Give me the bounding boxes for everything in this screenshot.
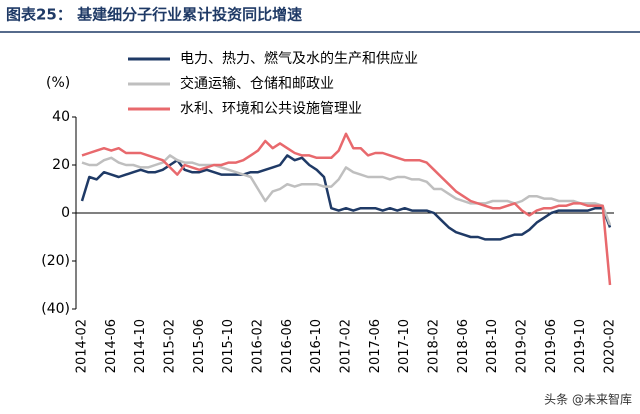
legend-label: 电力、热力、燃气及水的生产和供应业: [180, 50, 418, 67]
y-tick-label: (20): [41, 253, 70, 269]
x-tick-label: 2016-10: [309, 319, 324, 373]
legend-label: 交通运输、仓储和邮政业: [180, 75, 334, 92]
x-tick-label: 2015-02: [163, 319, 178, 373]
x-tick-label: 2016-06: [280, 319, 295, 373]
y-unit: (%): [46, 75, 70, 91]
x-tick-label: 2020-02: [603, 319, 618, 373]
x-tick-label: 2015-10: [221, 319, 236, 373]
x-tick-label: 2018-10: [485, 319, 500, 373]
line-series: [81, 132, 612, 286]
x-tick-label: 2019-06: [544, 319, 559, 373]
header-title: 图表25： 基建细分子行业累计投资同比增速: [6, 6, 302, 24]
x-tick-label: 2014-06: [104, 319, 119, 373]
line-series: [81, 154, 612, 226]
x-tick-label: 2018-06: [456, 319, 471, 373]
legend-label: 水利、环境和公共设施管理业: [180, 101, 362, 117]
x-tick-label: 2017-02: [339, 319, 354, 373]
x-tick-label: 2019-10: [573, 319, 588, 373]
x-tick-label: 2016-02: [251, 319, 266, 373]
x-tick-label: 2018-02: [427, 319, 442, 373]
x-tick-label: 2017-06: [368, 319, 383, 373]
x-tick-label: 2014-10: [133, 319, 148, 373]
watermark: 头条 @未来智库: [544, 392, 632, 407]
x-tick-label: 2015-06: [192, 319, 207, 373]
y-tick-label: 0: [61, 205, 70, 221]
x-tick-label: 2017-10: [397, 319, 412, 373]
y-tick-label: 40: [52, 109, 70, 125]
x-tick-label: 2014-02: [75, 319, 90, 373]
y-tick-label: (40): [41, 301, 70, 317]
y-tick-label: 20: [52, 157, 70, 173]
line-series: [80, 154, 612, 241]
x-tick-label: 2019-02: [515, 319, 530, 373]
